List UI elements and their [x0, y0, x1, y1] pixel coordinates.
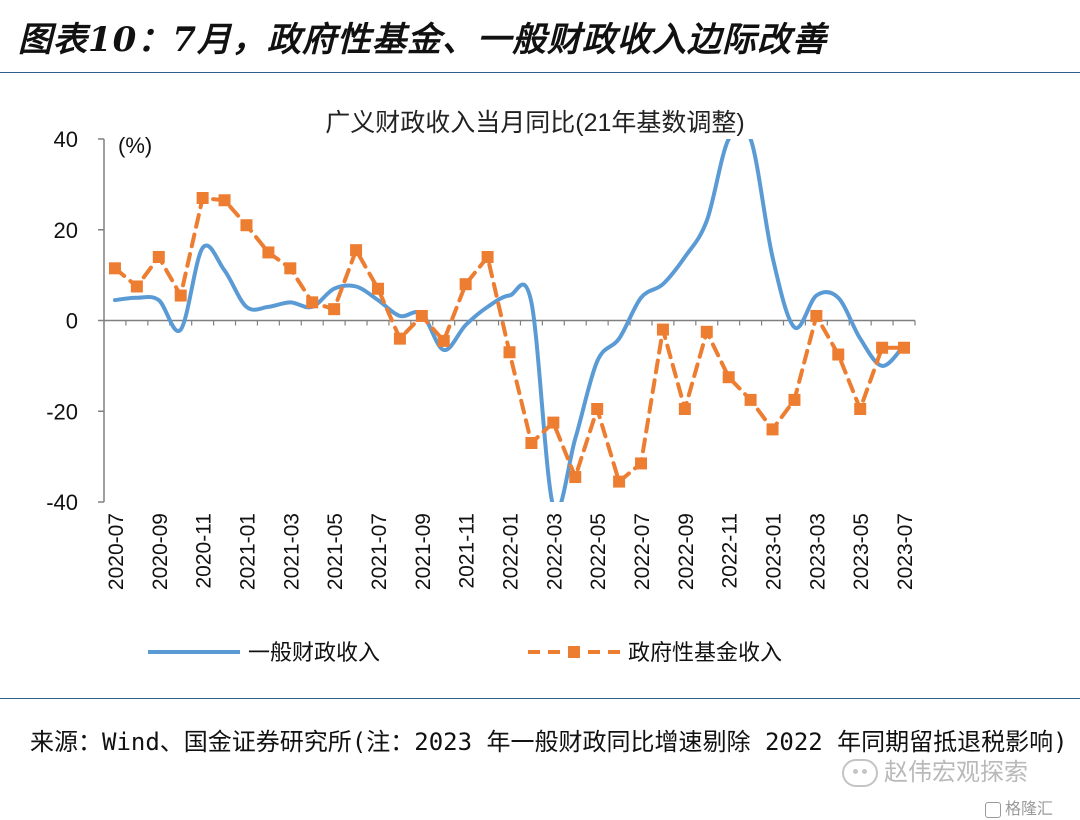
- watermark-2: 格隆汇: [985, 795, 1053, 819]
- series-1-line: [113, 139, 906, 502]
- series-2-point: [678, 402, 691, 415]
- chart-title: 广义财政收入当月同比(21年基数调整): [325, 109, 744, 137]
- logo-icon: [985, 801, 1001, 818]
- series-2-point: [240, 219, 253, 232]
- x-axis: 2020-07 2020-09 2020-11 2021-01 2021-03 2021-…: [103, 319, 917, 590]
- series-2-point: [591, 402, 604, 415]
- figure-title: 图表10：7月，政府性基金、一般财政收入边际改善: [18, 20, 827, 60]
- series-2-point: [766, 423, 779, 436]
- series-2-point: [722, 371, 735, 384]
- series-2-point: [503, 346, 516, 359]
- series-2-point: [393, 332, 406, 345]
- series-2-point: [635, 457, 648, 470]
- series-2-point: [547, 416, 560, 429]
- series-2-point: [218, 194, 231, 207]
- x-tick-label: 2021-01: [236, 513, 259, 590]
- x-tick-label: 2020-09: [149, 513, 172, 590]
- title-divider: [0, 72, 1080, 73]
- series-2-point: [810, 309, 823, 322]
- series-2-line: [113, 196, 906, 484]
- x-tick-label: 2021-07: [368, 513, 391, 590]
- x-tick-label: 2023-01: [763, 513, 786, 590]
- x-tick-label: 2020-11: [193, 513, 216, 589]
- x-tick-label: 2020-07: [105, 513, 128, 590]
- series-2-point: [328, 303, 341, 316]
- x-tick-label: 2021-03: [280, 513, 303, 590]
- series-2-point: [415, 309, 428, 322]
- series-layer: [108, 139, 911, 502]
- x-tick-label: 2021-05: [324, 513, 347, 590]
- y-tick-label: 0: [66, 309, 78, 334]
- series-2-point: [262, 246, 275, 259]
- series-2-point: [854, 402, 867, 415]
- x-tick-label: 2021-09: [412, 513, 435, 590]
- line-chart: 广义财政收入当月同比(21年基数调整) (%) 40 20 0 -20 -40 2020…: [46, 109, 917, 665]
- x-tick-label: 2022-01: [500, 513, 523, 590]
- source-note: 来源：Wind、国金证券研究所(注：2023 年一般财政同比增速剔除 2022 …: [30, 728, 1068, 756]
- watermark-2-text: 格隆汇: [1005, 799, 1054, 818]
- series-2-point: [284, 262, 297, 275]
- series-2-point: [152, 250, 165, 263]
- series-2-point: [196, 191, 209, 204]
- y-unit-label: (%): [118, 133, 152, 158]
- y-tick-label: 20: [54, 218, 78, 243]
- series-2-point: [898, 341, 911, 354]
- legend-marker-2: [568, 646, 580, 658]
- series-2-point: [174, 289, 187, 302]
- series-2-point: [656, 323, 669, 336]
- y-tick-label: -20: [46, 399, 78, 424]
- series-2-point: [371, 282, 384, 295]
- y-tick-label: 40: [54, 127, 78, 152]
- x-tick-label: 2021-11: [456, 513, 479, 589]
- x-tick-label: 2023-07: [894, 513, 917, 590]
- series-2-point: [613, 475, 626, 488]
- x-tick-label: 2022-11: [719, 513, 742, 589]
- series-2-point: [788, 393, 801, 406]
- series-2-point: [744, 393, 757, 406]
- watermark-text: 赵伟宏观探索: [884, 758, 1028, 786]
- legend: 一般财政收入 政府性基金收入: [148, 640, 782, 665]
- series-2-point: [832, 348, 845, 361]
- series-2-point: [130, 280, 143, 293]
- series-2-point: [525, 437, 538, 450]
- y-axis: 40 20 0 -20 -40: [46, 127, 105, 515]
- series-2: [108, 191, 911, 488]
- x-tick-label: 2023-05: [850, 513, 873, 590]
- x-tick-label: 2022-03: [543, 513, 566, 590]
- series-2-point: [876, 341, 889, 354]
- x-tick-label: 2023-03: [806, 513, 829, 590]
- series-1: [113, 139, 906, 502]
- x-tick-label: 2022-07: [631, 513, 654, 590]
- series-2-point: [350, 244, 363, 257]
- series-2-point: [306, 296, 319, 309]
- series-2-point: [108, 262, 121, 275]
- x-tick-label: 2022-09: [675, 513, 698, 590]
- series-2-point: [700, 325, 713, 338]
- series-2-point: [459, 278, 472, 291]
- legend-label-2: 政府性基金收入: [628, 640, 782, 665]
- wechat-icon: [842, 759, 878, 787]
- legend-label-1: 一般财政收入: [248, 640, 380, 665]
- y-tick-label: -40: [46, 490, 78, 515]
- x-tick-label: 2022-05: [587, 513, 610, 590]
- series-2-point: [481, 250, 494, 263]
- series-2-point: [569, 471, 582, 484]
- watermark: 赵伟宏观探索: [842, 752, 1028, 787]
- source-divider: [0, 698, 1080, 699]
- series-2-point: [437, 334, 450, 347]
